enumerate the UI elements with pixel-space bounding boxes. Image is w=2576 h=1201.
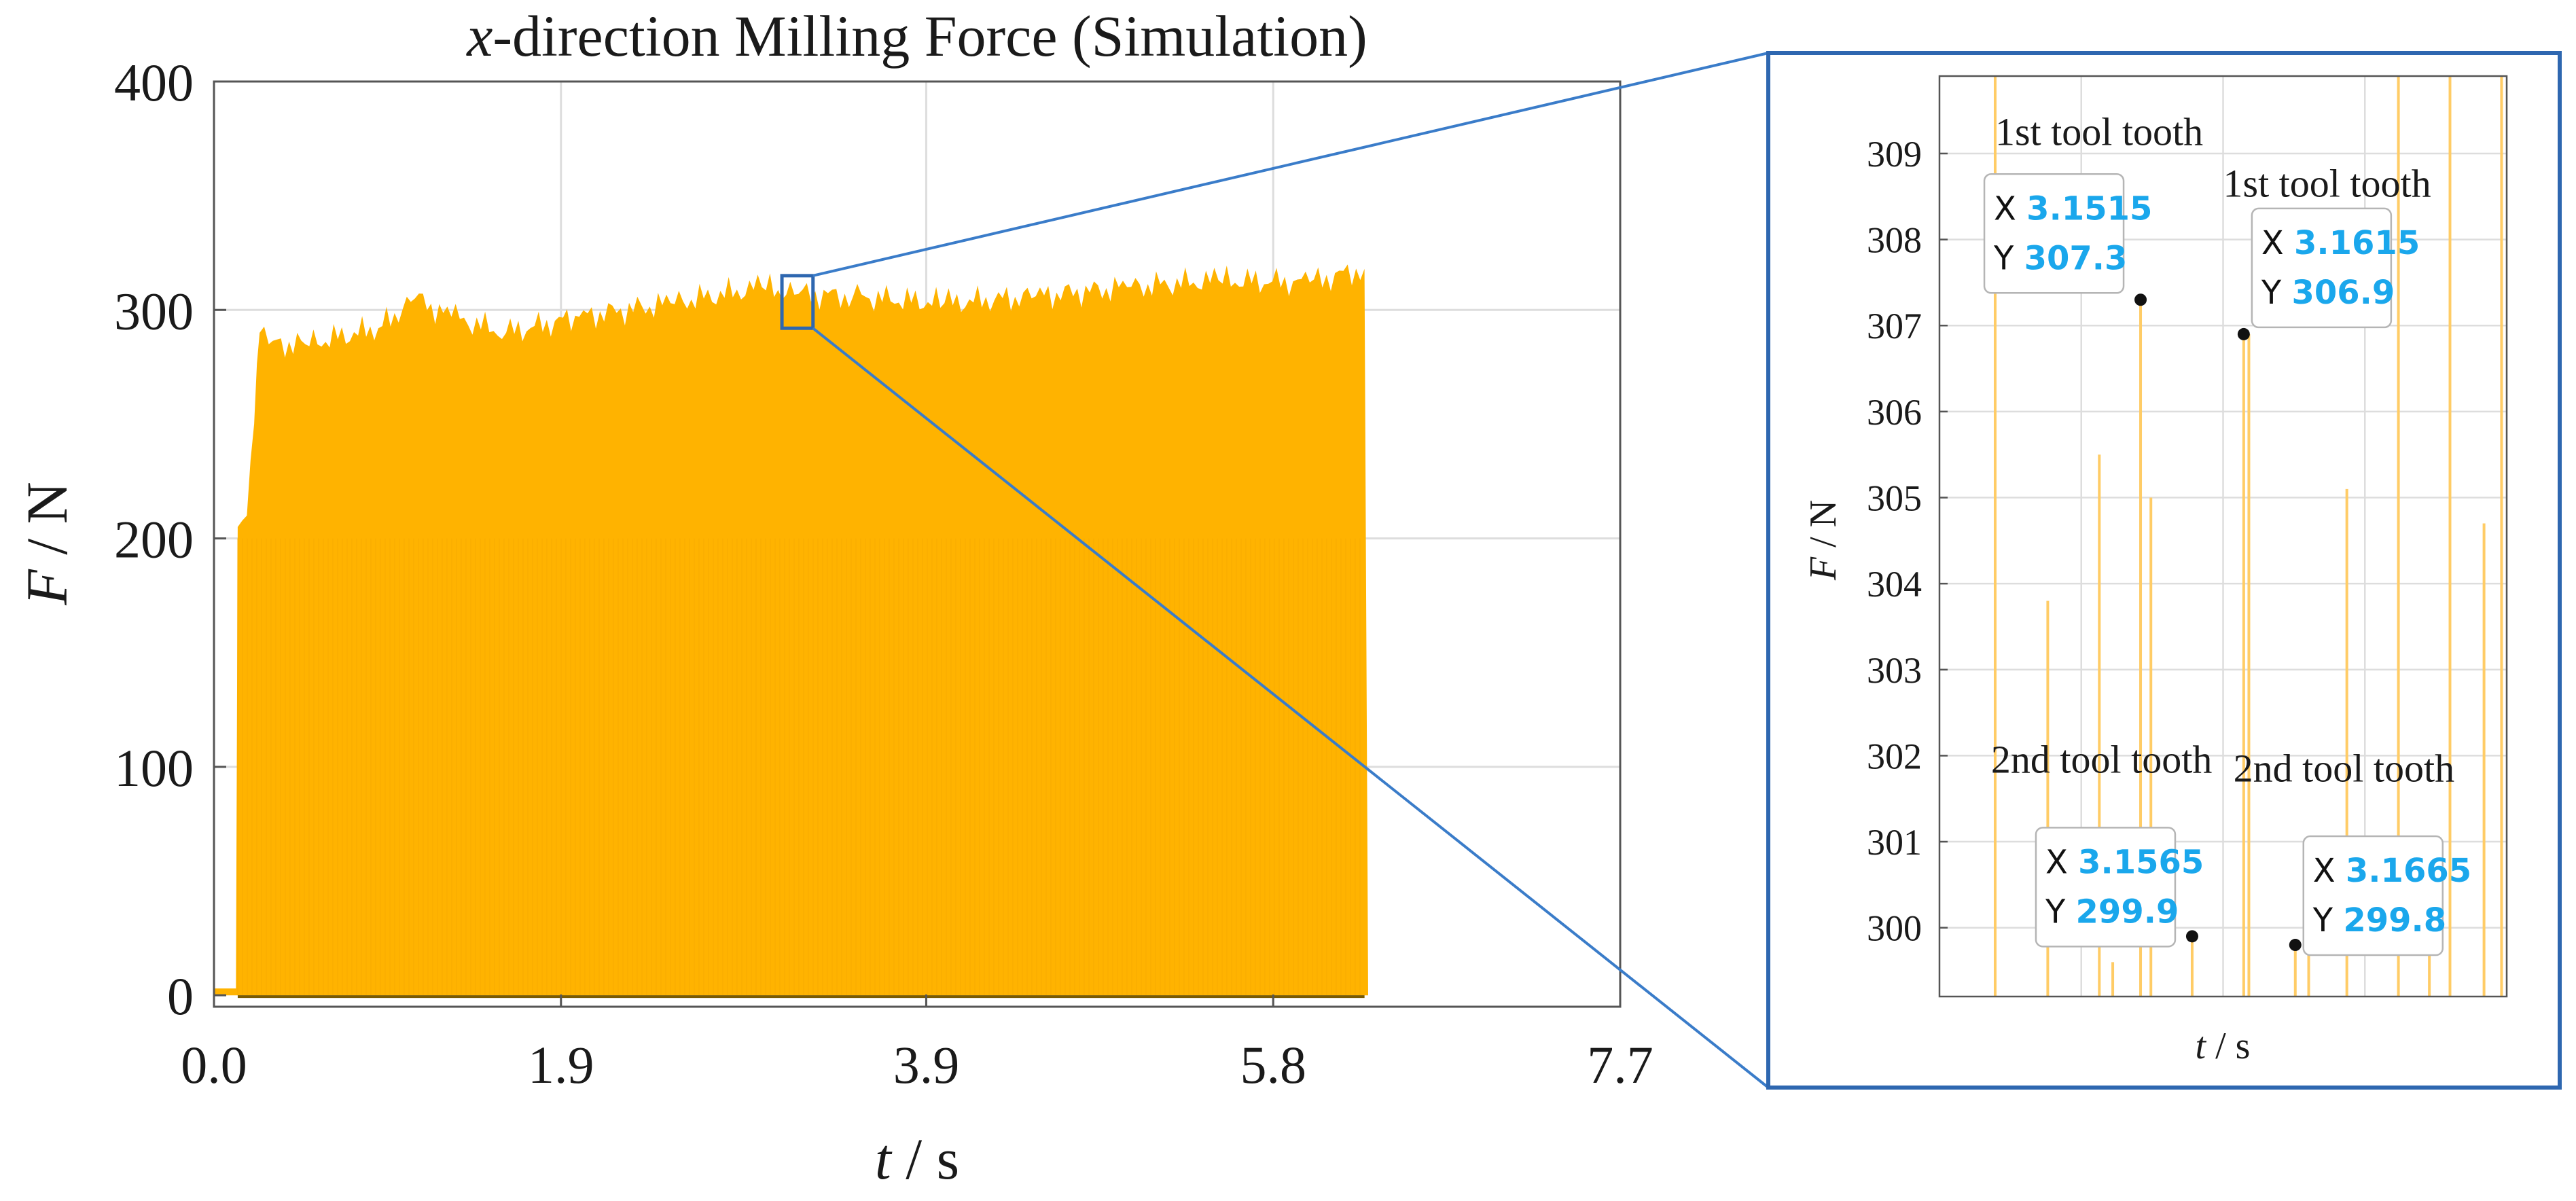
zoom-annotation-0: 1st tool tooth [1995,109,2203,154]
datatip-x-label: X [1994,190,2026,228]
main-xlabel-var: t [875,1126,893,1191]
datatip-x-label: X [2313,852,2346,890]
zoom-inset: 300 301 302 303 304 305 306 307 308 309 t / s F /… [1766,51,2562,1090]
datatip-y-row: Y 299.8 [2312,901,2446,939]
datatip-x-label: X [2261,224,2294,262]
main-ytick-label: 100 [114,738,194,797]
datatip-y-label: Y [2312,901,2344,939]
datatip-point[interactable] [2185,930,2198,943]
main-xtick-label: 0.0 [181,1035,247,1094]
datatip-box [2302,835,2444,956]
datatip-box [2035,827,2177,948]
zoom-y-ticks: 300 301 302 303 304 305 306 307 308 309 [1867,134,1948,949]
datatip-x-value: 3.1565 [2078,843,2204,881]
datatip-box [2251,207,2393,329]
main-xlabel: t / s [875,1126,959,1191]
zoom-annotations: 1st tool tooth 1st tool tooth 2nd tool too… [1991,109,2454,790]
main-xlabel-unit: / s [891,1126,959,1191]
main-chart: 0 100 200 300 400 0.0 1.9 3.9 5.8 7.7 x-directio… [14,3,1653,1191]
zoom-region-marker [780,274,815,330]
main-signal-texture [236,538,1361,996]
zoom-annotation-3: 2nd tool tooth [2234,746,2454,790]
zoom-xlabel-unit: / s [2206,1025,2250,1067]
datatip-y-row: Y 299.9 [2045,893,2179,931]
main-xtick-label: 5.8 [1240,1035,1306,1094]
zoom-axes-box [1938,75,2508,998]
zoom-ytick-label: 307 [1867,306,1922,346]
main-ylabel-var: F [14,569,79,606]
zoom-connector-top [812,52,1769,277]
zoom-xlabel: t / s [2196,1025,2251,1067]
zoom-connector-bottom [812,327,1770,1089]
zoom-ytick-label: 305 [1867,478,1922,519]
main-title-var: x [465,3,493,69]
main-ytick-label: 300 [114,281,194,340]
datatip-x-row: X 3.1665 [2313,852,2471,890]
datatip-x-label: X [2045,843,2078,881]
zoom-ytick-label: 304 [1867,564,1922,605]
datatip-y-label: Y [1993,239,2024,277]
datatip-y-value: 306.9 [2291,274,2395,312]
datatip-y-row: Y 307.3 [1993,239,2127,277]
main-ytick-label: 0 [167,967,194,1026]
datatip-y-row: Y 306.9 [2261,274,2395,312]
main-title-text: -direction Milling Force (Simulation) [493,3,1367,69]
datatip-point[interactable] [2134,293,2147,306]
zoom-ylabel-unit: / N [1802,500,1844,557]
datatip-y-value: 307.3 [2024,239,2128,277]
datatip-x-value: 3.1665 [2346,852,2471,890]
main-axes-box [213,80,1622,1008]
main-ylabel: F / N [14,482,79,606]
zoom-ytick-label: 302 [1867,736,1922,776]
main-y-ticks: 0 100 200 300 400 [114,53,226,1026]
datatip-x-row: X 3.1615 [2261,224,2420,262]
datatip-x-value: 3.1515 [2026,190,2152,228]
main-title: x-direction Milling Force (Simulation) [465,3,1367,69]
zoom-annotation-1: 1st tool tooth [2223,161,2431,205]
datatip-x-value: 3.1615 [2294,224,2420,262]
zoom-ytick-label: 308 [1867,220,1922,261]
datatip-x-row: X 3.1515 [1994,190,2152,228]
zoom-ylabel: F / N [1802,500,1844,581]
datatip-y-label: Y [2261,274,2292,312]
main-xtick-label: 3.9 [893,1035,960,1094]
datatip-point[interactable] [2289,939,2302,952]
zoom-ytick-label: 300 [1867,908,1922,949]
zoom-ytick-label: 301 [1867,822,1922,863]
datatip-y-label: Y [2045,893,2076,931]
datatip-y-value: 299.8 [2343,901,2446,939]
main-signal-area [214,264,1368,996]
datatip-point[interactable] [2237,327,2250,340]
zoom-ylabel-var: F [1802,556,1844,581]
zoom-ytick-label: 306 [1867,392,1922,433]
main-xtick-label: 7.7 [1587,1035,1653,1094]
zoom-ytick-label: 303 [1867,650,1922,691]
zoom-xlabel-var: t [2196,1025,2207,1067]
main-xtick-label: 1.9 [528,1035,594,1094]
main-ytick-label: 200 [114,510,194,569]
datatip-y-value: 299.9 [2076,893,2179,931]
main-x-ticks: 0.0 1.9 3.9 5.8 7.7 [181,994,1653,1094]
zoom-annotation-2: 2nd tool tooth [1991,738,2212,782]
zoom-ytick-label: 309 [1867,134,1922,175]
main-ylabel-unit: / N [14,482,79,569]
main-ytick-label: 400 [114,53,194,112]
datatip-x-row: X 3.1565 [2045,843,2204,881]
datatip-box [1983,173,2125,294]
